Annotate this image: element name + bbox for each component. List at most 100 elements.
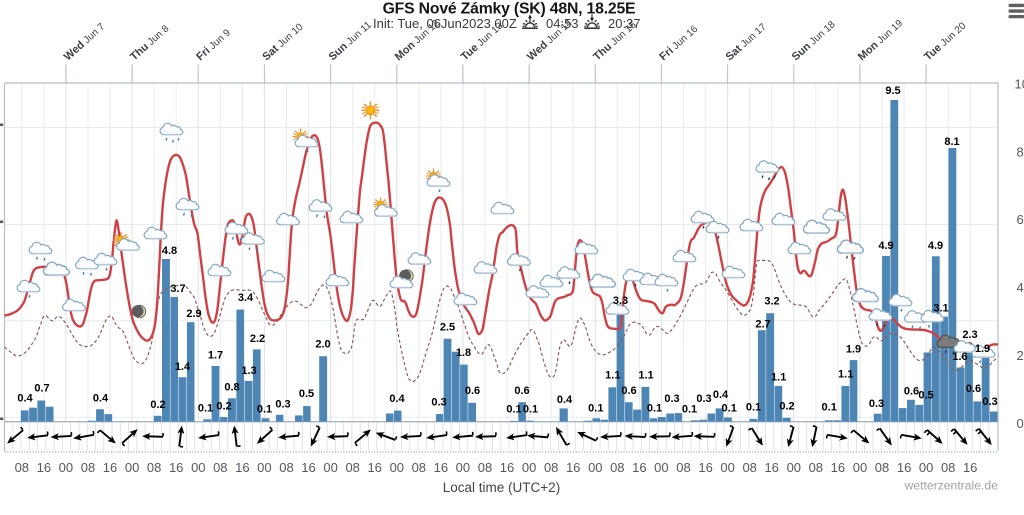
svg-text:16: 16 bbox=[37, 460, 51, 475]
svg-text:Local time (UTC+2): Local time (UTC+2) bbox=[443, 480, 560, 495]
svg-text:0.3: 0.3 bbox=[275, 399, 290, 411]
svg-text:00: 00 bbox=[59, 460, 73, 475]
svg-text:0.2: 0.2 bbox=[779, 401, 794, 413]
svg-text:0.5: 0.5 bbox=[918, 390, 933, 402]
svg-text:4.8: 4.8 bbox=[162, 245, 177, 257]
svg-text:9.5: 9.5 bbox=[885, 85, 900, 97]
svg-text:08: 08 bbox=[941, 460, 955, 475]
svg-text:00: 00 bbox=[191, 460, 205, 475]
svg-text:8.1: 8.1 bbox=[944, 136, 959, 148]
svg-text:0: 0 bbox=[1017, 416, 1024, 431]
svg-text:1.9: 1.9 bbox=[846, 343, 861, 355]
svg-text:0.7: 0.7 bbox=[34, 383, 49, 395]
svg-text:0.6: 0.6 bbox=[465, 385, 480, 397]
svg-text:16: 16 bbox=[831, 460, 845, 475]
svg-text:0.6: 0.6 bbox=[904, 386, 919, 398]
svg-text:08: 08 bbox=[742, 460, 756, 475]
svg-text:0.4: 0.4 bbox=[713, 389, 729, 401]
svg-text:2.5: 2.5 bbox=[440, 322, 455, 334]
svg-text:08: 08 bbox=[147, 460, 161, 475]
svg-text:00: 00 bbox=[456, 460, 470, 475]
svg-text:2.0: 2.0 bbox=[315, 339, 330, 351]
svg-text:0.1: 0.1 bbox=[647, 403, 662, 415]
svg-text:08: 08 bbox=[279, 460, 293, 475]
svg-text:16: 16 bbox=[897, 460, 911, 475]
svg-text:0.4: 0.4 bbox=[93, 393, 109, 405]
svg-text:0.3: 0.3 bbox=[431, 397, 446, 409]
svg-text:16: 16 bbox=[103, 460, 117, 475]
svg-text:0.6: 0.6 bbox=[966, 383, 981, 395]
svg-text:0.1: 0.1 bbox=[506, 404, 521, 416]
svg-text:0.3: 0.3 bbox=[982, 396, 997, 408]
svg-text:16: 16 bbox=[963, 460, 977, 475]
svg-text:4.9: 4.9 bbox=[928, 240, 943, 252]
svg-text:1.1: 1.1 bbox=[771, 372, 786, 384]
svg-text:00: 00 bbox=[720, 460, 734, 475]
svg-text:16: 16 bbox=[632, 460, 646, 475]
svg-text:2.9: 2.9 bbox=[186, 308, 201, 320]
svg-text:0.1: 0.1 bbox=[822, 402, 837, 414]
svg-text:00: 00 bbox=[323, 460, 337, 475]
svg-text:0.3: 0.3 bbox=[664, 393, 679, 405]
svg-text:08: 08 bbox=[81, 460, 95, 475]
svg-text:10: 10 bbox=[1015, 77, 1024, 92]
svg-text:2.3: 2.3 bbox=[962, 329, 977, 341]
svg-text:00: 00 bbox=[654, 460, 668, 475]
svg-text:1.6: 1.6 bbox=[952, 351, 967, 363]
svg-text:1.1: 1.1 bbox=[838, 369, 853, 381]
svg-text:00: 00 bbox=[853, 460, 867, 475]
svg-text:00: 00 bbox=[588, 460, 602, 475]
svg-text:08: 08 bbox=[610, 460, 624, 475]
svg-text:3.1: 3.1 bbox=[933, 303, 948, 315]
svg-text:wetterzentrale.de: wetterzentrale.de bbox=[904, 479, 999, 493]
svg-text:08: 08 bbox=[809, 460, 823, 475]
svg-text:00: 00 bbox=[257, 460, 271, 475]
svg-text:0.1: 0.1 bbox=[722, 403, 737, 415]
svg-text:16: 16 bbox=[169, 460, 183, 475]
svg-text:16: 16 bbox=[566, 460, 580, 475]
svg-text:00: 00 bbox=[522, 460, 536, 475]
svg-text:0.1: 0.1 bbox=[746, 402, 761, 414]
svg-text:1.3: 1.3 bbox=[241, 365, 256, 377]
svg-text:1.7: 1.7 bbox=[208, 350, 223, 362]
svg-text:3.7: 3.7 bbox=[170, 283, 185, 295]
svg-text:1.1: 1.1 bbox=[605, 370, 620, 382]
svg-text:16: 16 bbox=[301, 460, 315, 475]
svg-text:0.8: 0.8 bbox=[224, 382, 239, 394]
svg-text:2: 2 bbox=[1017, 348, 1024, 363]
svg-text:08: 08 bbox=[676, 460, 690, 475]
svg-text:4: 4 bbox=[1017, 280, 1024, 295]
svg-text:3.4: 3.4 bbox=[238, 292, 254, 304]
svg-text:16: 16 bbox=[500, 460, 514, 475]
svg-text:08: 08 bbox=[478, 460, 492, 475]
svg-text:20:37: 20:37 bbox=[608, 16, 641, 31]
svg-text:00: 00 bbox=[390, 460, 404, 475]
svg-text:8: 8 bbox=[1017, 144, 1024, 159]
svg-text:16: 16 bbox=[434, 460, 448, 475]
svg-text:1.1: 1.1 bbox=[638, 370, 653, 382]
svg-text:Init: Tue, 06Jun2023 00Z: Init: Tue, 06Jun2023 00Z bbox=[373, 16, 517, 31]
svg-text:0.2: 0.2 bbox=[216, 401, 231, 413]
svg-text:0.6: 0.6 bbox=[621, 385, 636, 397]
svg-text:0.1: 0.1 bbox=[257, 404, 272, 416]
svg-text:0.2: 0.2 bbox=[150, 399, 165, 411]
svg-text:0.1: 0.1 bbox=[523, 404, 538, 416]
svg-text:0.3: 0.3 bbox=[869, 398, 884, 410]
svg-text:1.8: 1.8 bbox=[456, 347, 471, 359]
svg-text:00: 00 bbox=[125, 460, 139, 475]
svg-text:00: 00 bbox=[919, 460, 933, 475]
svg-text:04:53: 04:53 bbox=[546, 16, 579, 31]
svg-text:0.6: 0.6 bbox=[514, 385, 529, 397]
svg-text:08: 08 bbox=[875, 460, 889, 475]
svg-text:0.4: 0.4 bbox=[17, 393, 33, 405]
svg-text:16: 16 bbox=[698, 460, 712, 475]
svg-text:3.2: 3.2 bbox=[764, 296, 779, 308]
svg-text:16: 16 bbox=[367, 460, 381, 475]
svg-text:16: 16 bbox=[764, 460, 778, 475]
svg-text:3.3: 3.3 bbox=[613, 295, 628, 307]
svg-text:1.9: 1.9 bbox=[975, 343, 990, 355]
svg-text:0.4: 0.4 bbox=[389, 393, 405, 405]
svg-text:0.1: 0.1 bbox=[682, 404, 697, 416]
svg-text:2.2: 2.2 bbox=[250, 333, 265, 345]
svg-text:1.4: 1.4 bbox=[175, 361, 191, 373]
